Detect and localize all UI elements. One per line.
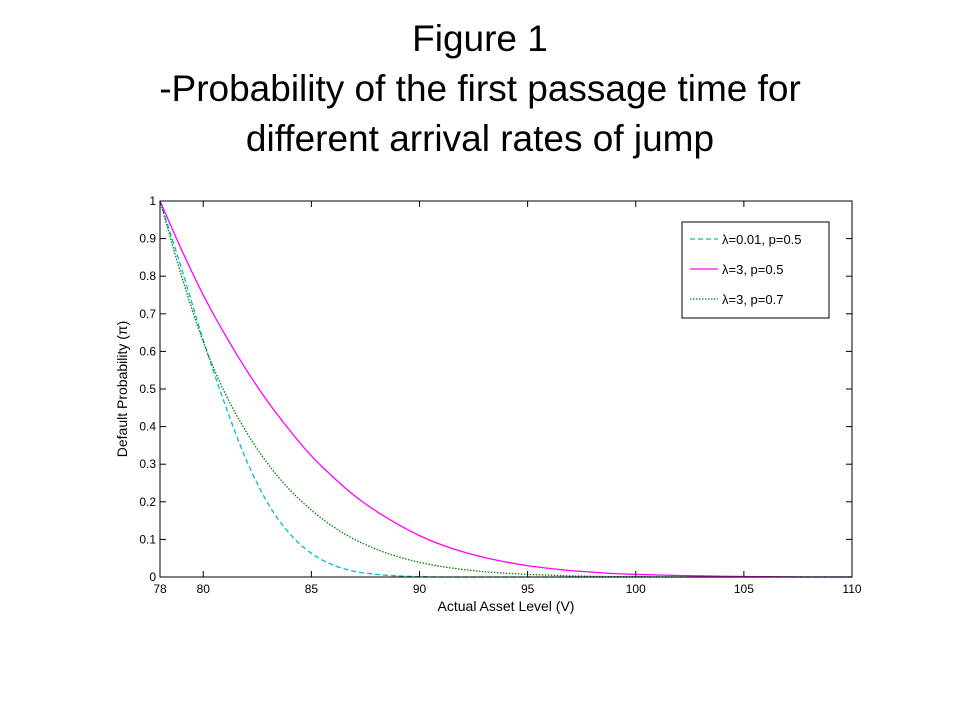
slide-title-line-2: -Probability of the first passage time f… (159, 68, 801, 109)
y-axis-label: Default Probability (π) (114, 321, 130, 458)
y-tick-label: 0.1 (139, 532, 156, 546)
axes: 78 80 85 90 95 100 105 110 0 0.1 0.2 0.3 0.4 0.5 0.6 0.… (139, 194, 862, 596)
x-tick-label: 110 (842, 582, 861, 596)
y-tick-label: 0.9 (139, 232, 156, 246)
plot-frame (159, 200, 853, 578)
slide-title-line-3: different arrival rates of jump (245, 118, 715, 159)
x-tick-label: 105 (734, 582, 754, 596)
y-tick-label: 0.3 (139, 457, 156, 471)
y-tick-label: 0.4 (139, 420, 156, 434)
x-tick-label: 100 (626, 582, 646, 596)
x-tick-label: 78 (153, 582, 167, 596)
x-tick-label: 80 (197, 582, 211, 596)
series-line-2 (159, 200, 852, 578)
y-tick-label: 0.7 (139, 307, 156, 321)
legend-label-3: λ=3, p=0.7 (722, 292, 783, 307)
y-tick-label: 0.2 (139, 495, 156, 509)
legend-label-2: λ=3, p=0.5 (722, 262, 783, 277)
legend-label-1: λ=0.01, p=0.5 (722, 232, 802, 247)
x-axis-label: Actual Asset Level (V) (438, 598, 575, 614)
x-tick-label: 90 (413, 582, 427, 596)
slide-title: Figure 1 -Probability of the first passa… (0, 14, 960, 164)
x-tick-label: 95 (521, 582, 535, 596)
legend: λ=0.01, p=0.5 λ=3, p=0.5 λ=3, p=0.7 (681, 221, 830, 319)
y-tick-label: 0.8 (139, 269, 156, 283)
y-tick-label: 0.5 (139, 382, 156, 396)
y-tick-label: 0 (149, 570, 156, 584)
x-tick-label: 85 (305, 582, 319, 596)
slide-title-line-1: Figure 1 (412, 18, 548, 59)
legend-box (681, 221, 830, 319)
y-tick-label: 1 (149, 194, 156, 208)
y-tick-label: 0.6 (139, 344, 156, 358)
